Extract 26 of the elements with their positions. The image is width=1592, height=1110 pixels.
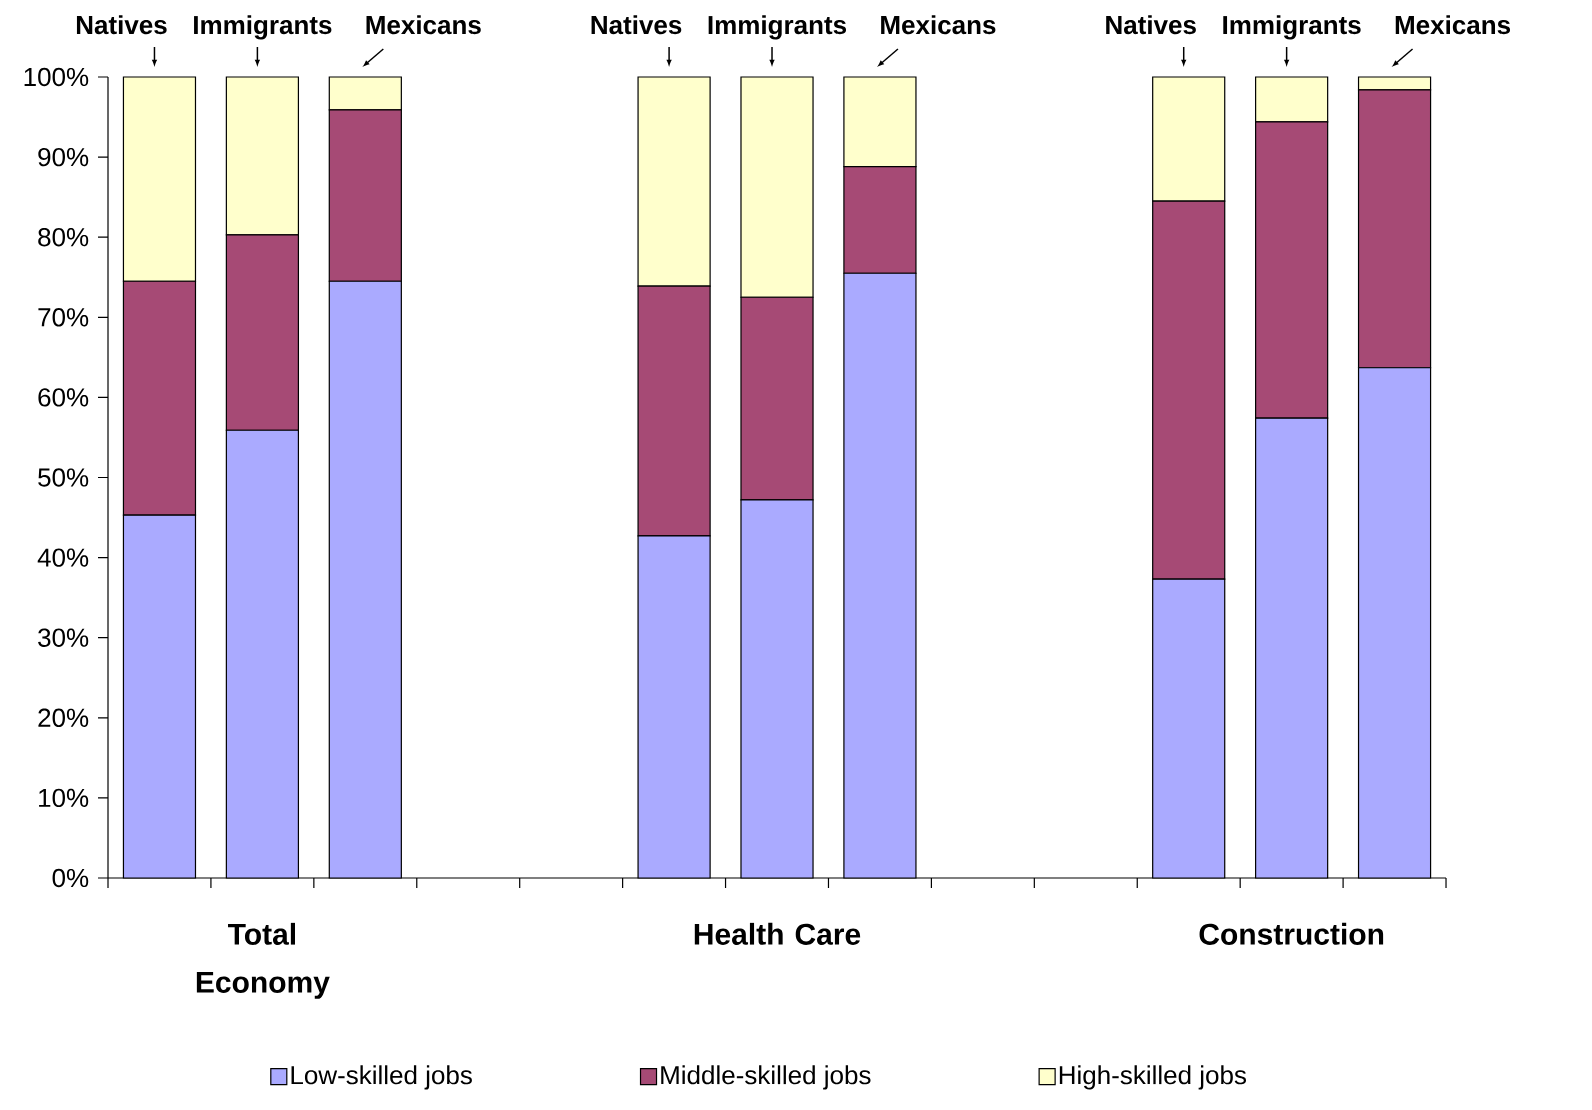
y-tick-label: 90% [38, 147, 89, 167]
legend-label: Low-skilled jobs [291, 1065, 472, 1090]
text: Health Care [694, 922, 861, 945]
x-tick-label: Immigrants [1223, 15, 1361, 40]
legend-label: Middle-skilled jobs [661, 1065, 871, 1090]
legend-label: High-skilled jobs [1059, 1065, 1247, 1090]
y-tick-label: 0% [52, 868, 89, 888]
y-tick-label: 100% [24, 67, 89, 87]
x-tick-label: Natives [591, 15, 682, 35]
y-tick-label: 20% [38, 708, 89, 727]
x-tick-label: Mexicans [881, 15, 996, 35]
x-tick-label: Immigrants [708, 15, 847, 40]
y-tick-label: 70% [38, 308, 89, 327]
x-tick-label: Mexicans [366, 15, 481, 35]
x-tick-label: Natives [1106, 15, 1196, 35]
y-tick-label: 30% [38, 628, 89, 647]
y-tick-label: 60% [38, 388, 89, 407]
text: Total Economy [196, 922, 330, 999]
text: Construction [1199, 922, 1384, 945]
y-tick-label: 50% [38, 468, 89, 487]
y-tick-label: 10% [39, 788, 89, 808]
x-tick-label: Mexicans [1395, 15, 1511, 35]
x-tick-label: Immigrants [194, 15, 332, 40]
x-tick-label: Natives [76, 15, 167, 35]
y-tick-label: 80% [38, 227, 89, 247]
y-tick-label: 40% [37, 548, 89, 567]
